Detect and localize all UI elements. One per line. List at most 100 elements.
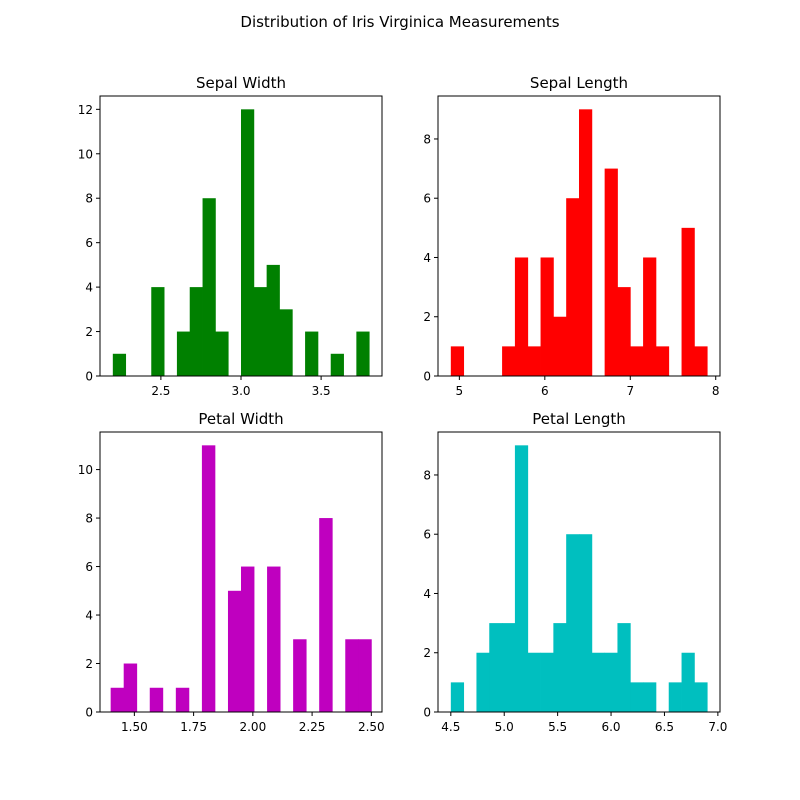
x-tick-label: 3.5: [312, 384, 331, 398]
sepal-length-subplot: 5 6 7 8 0 2 4 6 8 Sepal Length: [423, 74, 721, 398]
y-tick-label: 4: [423, 587, 431, 601]
histogram-bar: [450, 682, 465, 712]
histogram-bar: [668, 682, 682, 712]
histogram-bar: [241, 566, 255, 712]
x-tick-label: 3.0: [231, 384, 250, 398]
y-tick-label: 2: [423, 646, 431, 660]
histogram-bar: [553, 623, 567, 712]
histogram-bar: [279, 309, 293, 376]
histogram-bar: [527, 346, 541, 376]
histogram-bar: [630, 682, 644, 712]
y-tick-label: 0: [423, 370, 431, 384]
petal-length-title: Petal Length: [532, 410, 626, 428]
histogram-bar: [476, 652, 490, 712]
x-tick-label: 5.0: [495, 720, 514, 734]
histogram-bar: [227, 590, 242, 712]
petal-width-title: Petal Width: [198, 410, 283, 428]
y-tick-label: 0: [85, 706, 93, 720]
histogram-bar: [579, 534, 593, 712]
x-tick-label: 8: [712, 384, 720, 398]
sepal-length-bars: [450, 109, 708, 376]
histogram-bar: [540, 257, 554, 376]
histogram-bar: [681, 652, 695, 712]
x-tick-label: 6.0: [601, 720, 620, 734]
histogram-bar: [591, 652, 606, 712]
histogram-bar: [151, 287, 165, 376]
sepal-width-bars: [112, 109, 370, 376]
histogram-bar: [617, 287, 631, 376]
sepal-width-subplot: 2.5 3.0 3.5 0 2 4 6 8 10 12 Sepal Width: [78, 74, 383, 398]
y-tick-label: 0: [85, 370, 93, 384]
y-tick-label: 2: [85, 325, 93, 339]
histogram-bar: [514, 257, 529, 376]
histogram-bar: [681, 227, 695, 376]
histogram-bar: [293, 639, 307, 712]
histogram-bar: [253, 287, 268, 376]
y-tick-label: 0: [423, 706, 431, 720]
y-tick-label: 4: [85, 609, 93, 623]
histogram-bar: [527, 652, 541, 712]
y-tick-label: 4: [85, 281, 93, 295]
y-tick-label: 2: [423, 310, 431, 324]
x-tick-label: 2.25: [299, 720, 326, 734]
histogram-bar: [201, 445, 216, 712]
x-tick-label: 6: [541, 384, 549, 398]
histogram-bar: [110, 687, 125, 712]
histogram-bar: [358, 639, 372, 712]
histogram-bar: [566, 198, 580, 376]
histogram-bar: [630, 346, 644, 376]
x-tick-label: 5: [456, 384, 464, 398]
histogram-bar: [266, 264, 280, 376]
histogram-bar: [694, 682, 708, 712]
histogram-bar: [189, 287, 203, 376]
x-tick-label: 2.5: [151, 384, 170, 398]
y-tick-label: 6: [85, 560, 93, 574]
histogram-bar: [489, 623, 503, 712]
petal-length-bars: [450, 445, 708, 712]
sepal-length-axes-frame: [437, 95, 721, 377]
histogram-bar: [149, 687, 164, 712]
figure-title: Distribution of Iris Virginica Measureme…: [240, 13, 559, 31]
histogram-bar: [215, 331, 229, 376]
x-tick-label: 1.75: [180, 720, 207, 734]
petal-width-axes-frame: [99, 431, 383, 713]
histogram-bar: [330, 353, 344, 376]
y-tick-label: 12: [78, 103, 93, 117]
y-tick-label: 6: [85, 236, 93, 250]
y-tick-label: 8: [85, 192, 93, 206]
histogram-bar: [502, 623, 516, 712]
histogram-bar: [267, 566, 281, 712]
x-tick-label: 4.5: [441, 720, 460, 734]
histogram-bar: [643, 682, 657, 712]
sepal-length-title: Sepal Length: [530, 74, 628, 92]
y-tick-label: 8: [423, 132, 431, 146]
histogram-bar: [305, 331, 319, 376]
y-tick-label: 6: [423, 528, 431, 542]
petal-width-subplot: 1.50 1.75 2.00 2.25 2.50 0 2 4 6 8 10 Petal Width: [78, 410, 385, 734]
histogram-bar: [566, 534, 580, 712]
petal-width-bars: [110, 445, 372, 712]
histogram-bar: [450, 346, 465, 376]
histogram-bar: [112, 353, 127, 376]
x-tick-label: 5.5: [548, 720, 567, 734]
x-tick-label: 1.50: [121, 720, 148, 734]
histogram-bar: [540, 652, 554, 712]
histogram-bar: [356, 331, 370, 376]
histogram-bar: [604, 652, 618, 712]
x-tick-label: 7.0: [708, 720, 727, 734]
y-tick-label: 8: [423, 468, 431, 482]
y-tick-label: 10: [78, 147, 93, 161]
histogram-bar: [617, 623, 631, 712]
y-tick-label: 2: [85, 657, 93, 671]
histogram-bar: [345, 639, 359, 712]
histogram-bar: [176, 331, 191, 376]
sepal-width-title: Sepal Width: [196, 74, 286, 92]
histogram-bar: [319, 518, 333, 712]
x-tick-label: 6.5: [655, 720, 674, 734]
y-tick-label: 4: [423, 251, 431, 265]
x-tick-label: 7: [626, 384, 634, 398]
y-tick-label: 6: [423, 192, 431, 206]
y-tick-label: 8: [85, 512, 93, 526]
